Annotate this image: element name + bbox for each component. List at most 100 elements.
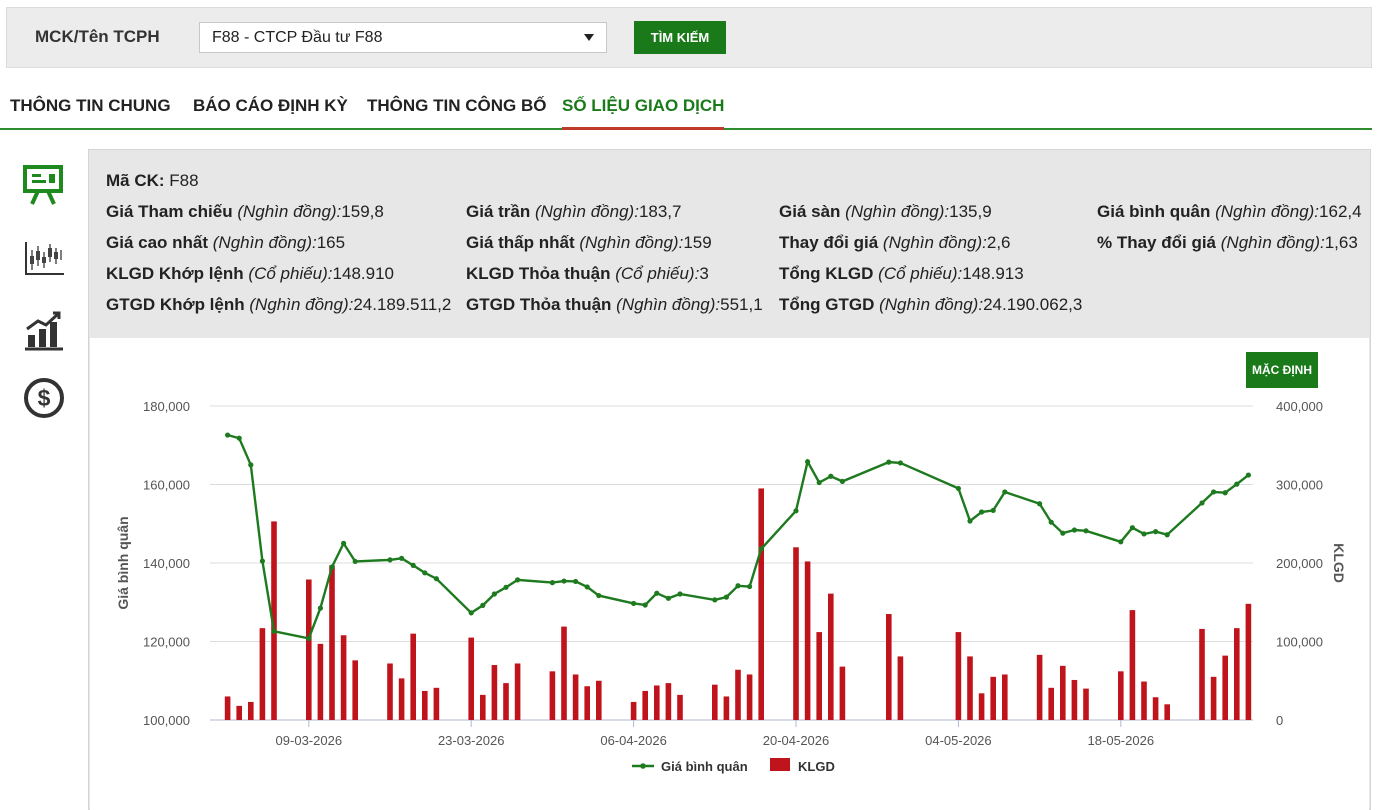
- avg-price-point: [1141, 531, 1147, 537]
- avg-price-point: [596, 592, 602, 599]
- volume-bar: [248, 701, 254, 720]
- dollar-coin-icon[interactable]: $: [22, 376, 66, 420]
- candlestick-chart-icon[interactable]: [22, 236, 66, 280]
- volume-bar: [1141, 681, 1147, 720]
- default-zoom-button[interactable]: MẶC ĐỊNH: [1246, 352, 1318, 388]
- volume-bar: [398, 678, 405, 720]
- volume-bar: [955, 632, 962, 720]
- legend-bar-swatch: [770, 758, 790, 771]
- volume-bar: [1002, 674, 1008, 720]
- x-tick-label: 09-03-2026: [276, 733, 343, 748]
- avg-price-point: [1222, 490, 1228, 496]
- volume-bar: [491, 665, 498, 720]
- y-tick-label: 100,000: [143, 713, 190, 728]
- x-tick-label: 06-04-2026: [600, 733, 667, 748]
- total-volume: Tổng KLGD (Cổ phiếu):148.913: [779, 264, 1024, 283]
- floor-price: Giá sàn (Nghìn đồng):135,9: [779, 202, 992, 221]
- tab-disclosures[interactable]: THÔNG TIN CÔNG BỐ: [367, 96, 547, 115]
- volume-bar: [259, 628, 266, 720]
- volume-bar: [630, 701, 637, 720]
- avg-price-point: [1153, 529, 1159, 535]
- avg-price-point: [248, 462, 254, 468]
- volume-bar: [758, 488, 764, 720]
- presentation-icon[interactable]: [22, 163, 66, 207]
- volume-bar: [271, 521, 277, 720]
- volume-bar: [1129, 610, 1136, 720]
- volume-bar: [352, 660, 358, 720]
- volume-bar: [480, 694, 486, 720]
- avg-price-point: [990, 507, 996, 514]
- avg-price-point: [805, 459, 811, 465]
- volume-bar: [978, 693, 985, 720]
- avg-price-point: [1211, 489, 1217, 495]
- avg-price-point: [1199, 500, 1205, 506]
- volume-bar: [897, 656, 904, 720]
- volume-bar: [990, 676, 996, 720]
- avg-price-point: [1083, 528, 1089, 534]
- volume-bar: [1245, 603, 1252, 720]
- y2-tick-label: 100,000: [1276, 635, 1323, 650]
- x-tick-label: 20-04-2026: [763, 733, 830, 748]
- volume-bar: [1036, 654, 1043, 720]
- volume-bar: [839, 666, 846, 720]
- avg-price-point: [816, 479, 822, 486]
- avg-price-point: [1071, 527, 1077, 533]
- avg-price-point: [1060, 530, 1066, 536]
- avg-price-point: [735, 583, 741, 589]
- match-volume: KLGD Khớp lệnh (Cổ phiếu):148.910: [106, 264, 394, 283]
- avg-price-point: [1002, 489, 1008, 495]
- tab-bar: THÔNG TIN CHUNG BÁO CÁO ĐỊNH KỲ THÔNG TI…: [0, 88, 1372, 130]
- price-change-pct: % Thay đổi giá (Nghìn đồng):1,63: [1097, 233, 1358, 252]
- avg-price-point: [793, 508, 799, 514]
- avg-price-point: [839, 478, 846, 484]
- trading-data-panel: Mã CK: F88 Giá Tham chiếu (Nghìn đồng):1…: [88, 149, 1371, 810]
- volume-bar: [317, 643, 324, 720]
- avg-price-point: [1129, 525, 1135, 531]
- avg-price-point: [317, 605, 323, 611]
- volume-bar: [561, 626, 567, 720]
- tab-periodic-reports[interactable]: BÁO CÁO ĐỊNH KỲ: [193, 96, 348, 115]
- y2-tick-label: 0: [1276, 713, 1283, 728]
- tab-general-info[interactable]: THÔNG TIN CHUNG: [10, 96, 171, 115]
- volume-bar: [224, 696, 231, 720]
- avg-price-point: [1234, 481, 1240, 487]
- volume-bar: [340, 635, 347, 720]
- volume-bar: [1199, 628, 1205, 720]
- volume-bar: [584, 686, 590, 720]
- volume-bar: [1164, 704, 1170, 720]
- volume-bar: [433, 687, 440, 720]
- volume-bar: [1083, 688, 1089, 720]
- volume-bar: [677, 694, 683, 720]
- y-tick-label: 180,000: [143, 399, 190, 414]
- avg-price-point: [491, 591, 497, 597]
- volume-bar: [468, 637, 474, 720]
- search-button[interactable]: TÌM KIẾM: [634, 21, 726, 54]
- avg-price-point: [387, 557, 393, 563]
- avg-price-point: [259, 558, 265, 564]
- avg-price-point: [677, 591, 683, 597]
- avg-price: Giá bình quân (Nghìn đồng):162,4: [1097, 202, 1362, 221]
- avg-price-point: [1118, 539, 1124, 545]
- avg-price-point: [723, 594, 730, 600]
- stock-select[interactable]: F88 - CTCP Đầu tư F88: [199, 22, 607, 53]
- volume-bar: [1071, 679, 1078, 720]
- avg-price-point: [399, 555, 405, 561]
- volume-bar: [1118, 671, 1124, 720]
- volume-bar: [654, 685, 660, 720]
- volume-bar: [572, 674, 579, 720]
- volume-bar: [642, 690, 648, 720]
- avg-price-point: [468, 610, 474, 616]
- avg-price-point: [758, 546, 764, 552]
- bar-growth-chart-icon[interactable]: [22, 309, 66, 353]
- volume-bar: [503, 683, 509, 720]
- legend-line-marker: [640, 763, 646, 769]
- volume-bar: [549, 671, 556, 720]
- legend-avg-price: Giá bình quân: [661, 759, 748, 774]
- tab-trading-data[interactable]: SỐ LIỆU GIAO DỊCH: [562, 96, 725, 130]
- avg-price-point: [1048, 519, 1054, 525]
- avg-price-point: [955, 485, 962, 492]
- avg-price-point: [1245, 472, 1251, 478]
- volume-bar: [723, 696, 730, 720]
- avg-price-point: [886, 459, 892, 465]
- volume-bar: [306, 579, 312, 720]
